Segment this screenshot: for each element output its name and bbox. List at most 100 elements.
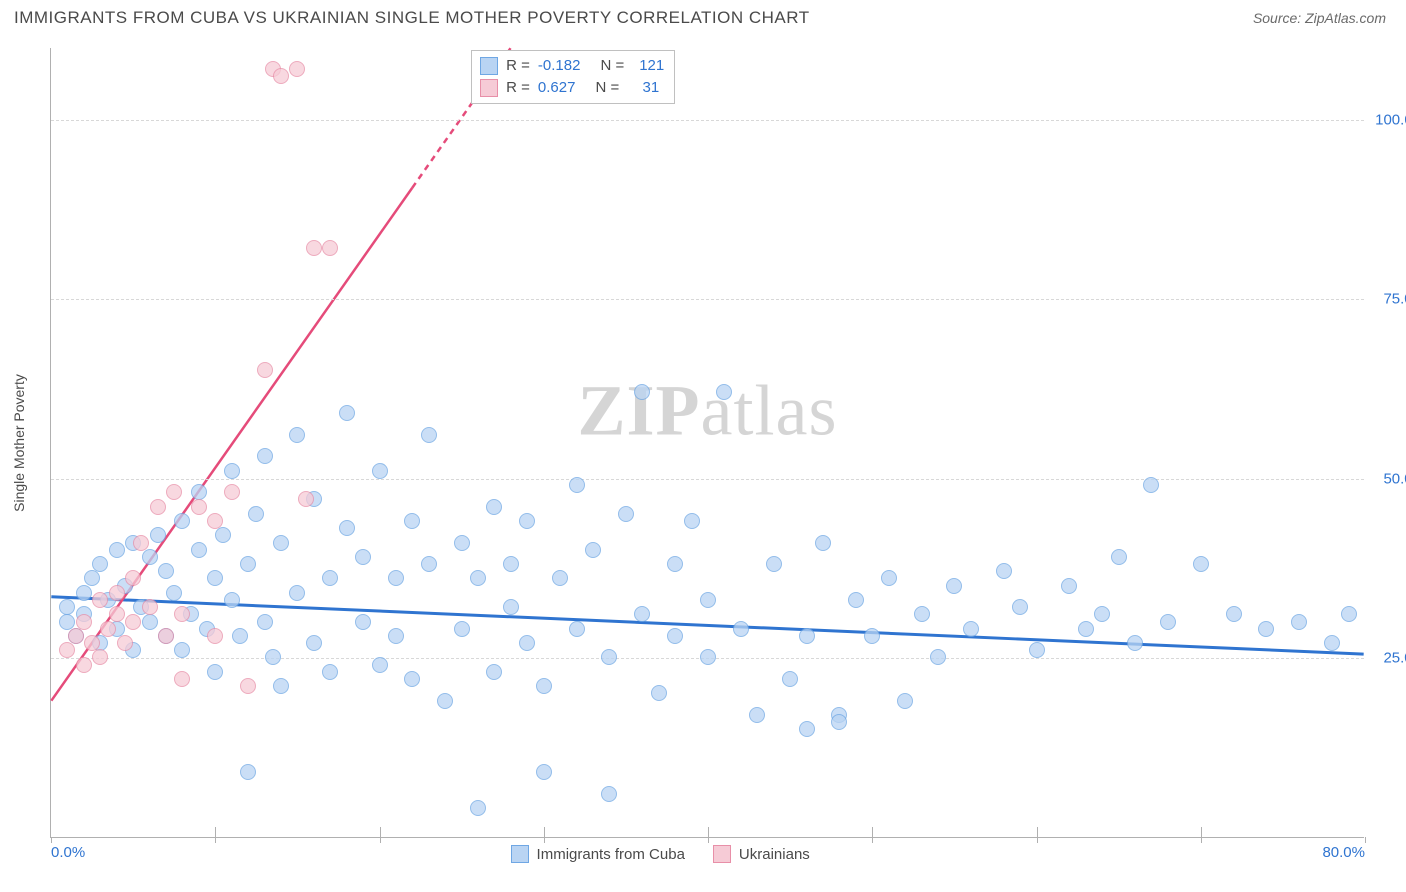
source-attribution: Source: ZipAtlas.com	[1253, 10, 1386, 26]
stat-r-value: -0.182	[538, 55, 581, 77]
scatter-point	[174, 513, 190, 529]
x-tick-mark	[215, 837, 216, 843]
scatter-point	[421, 427, 437, 443]
gridline-h	[51, 120, 1364, 121]
scatter-point	[109, 585, 125, 601]
scatter-point	[454, 535, 470, 551]
scatter-point	[1160, 614, 1176, 630]
scatter-point	[372, 657, 388, 673]
scatter-point	[322, 570, 338, 586]
scatter-point	[355, 549, 371, 565]
scatter-point	[1094, 606, 1110, 622]
scatter-point	[224, 463, 240, 479]
swatch-icon	[511, 845, 529, 863]
scatter-point	[963, 621, 979, 637]
scatter-point	[306, 635, 322, 651]
scatter-point	[322, 664, 338, 680]
scatter-point	[117, 635, 133, 651]
stat-n-label: N =	[600, 55, 624, 77]
scatter-point	[864, 628, 880, 644]
scatter-point	[1291, 614, 1307, 630]
scatter-point	[150, 499, 166, 515]
scatter-point	[569, 621, 585, 637]
scatter-point	[306, 240, 322, 256]
scatter-point	[273, 68, 289, 84]
scatter-point	[109, 606, 125, 622]
scatter-point	[92, 649, 108, 665]
scatter-point	[651, 685, 667, 701]
scatter-point	[322, 240, 338, 256]
scatter-point	[232, 628, 248, 644]
scatter-point	[109, 542, 125, 558]
watermark-bold: ZIP	[578, 370, 701, 450]
scatter-point	[914, 606, 930, 622]
scatter-point	[273, 678, 289, 694]
scatter-point	[782, 671, 798, 687]
scatter-point	[421, 556, 437, 572]
scatter-point	[174, 671, 190, 687]
scatter-point	[1324, 635, 1340, 651]
scatter-point	[388, 628, 404, 644]
scatter-point	[1258, 621, 1274, 637]
y-tick-label: 25.0%	[1383, 650, 1406, 667]
x-tick-mark	[380, 837, 381, 843]
scatter-chart: Single Mother Poverty ZIPatlas R = -0.18…	[50, 48, 1364, 838]
scatter-point	[601, 649, 617, 665]
scatter-point	[84, 570, 100, 586]
scatter-point	[289, 61, 305, 77]
scatter-point	[150, 527, 166, 543]
gridline-h	[51, 299, 1364, 300]
scatter-point	[76, 657, 92, 673]
scatter-point	[749, 707, 765, 723]
scatter-point	[799, 628, 815, 644]
scatter-point	[174, 642, 190, 658]
scatter-point	[240, 556, 256, 572]
scatter-point	[207, 570, 223, 586]
scatter-point	[257, 362, 273, 378]
scatter-point	[815, 535, 831, 551]
scatter-point	[897, 693, 913, 709]
scatter-point	[519, 513, 535, 529]
scatter-point	[240, 764, 256, 780]
scatter-point	[1111, 549, 1127, 565]
scatter-point	[388, 570, 404, 586]
swatch-icon	[713, 845, 731, 863]
legend-item: Ukrainians	[713, 845, 810, 863]
scatter-point	[733, 621, 749, 637]
gridline-v	[544, 827, 545, 837]
scatter-point	[601, 786, 617, 802]
scatter-point	[142, 614, 158, 630]
scatter-point	[1193, 556, 1209, 572]
scatter-point	[536, 764, 552, 780]
scatter-point	[289, 427, 305, 443]
x-tick-label: 0.0%	[51, 844, 85, 861]
scatter-point	[536, 678, 552, 694]
series-legend: Immigrants from CubaUkrainians	[511, 845, 810, 863]
scatter-point	[404, 513, 420, 529]
stat-r-label: R =	[506, 55, 530, 77]
scatter-point	[224, 484, 240, 500]
scatter-point	[503, 599, 519, 615]
scatter-point	[1127, 635, 1143, 651]
scatter-point	[404, 671, 420, 687]
scatter-point	[207, 628, 223, 644]
scatter-point	[289, 585, 305, 601]
stats-row: R = 0.627N = 31	[480, 77, 664, 99]
x-tick-mark	[544, 837, 545, 843]
scatter-point	[158, 563, 174, 579]
gridline-v	[708, 827, 709, 837]
scatter-point	[470, 570, 486, 586]
scatter-point	[1061, 578, 1077, 594]
scatter-point	[766, 556, 782, 572]
scatter-point	[667, 628, 683, 644]
scatter-point	[996, 563, 1012, 579]
scatter-point	[298, 491, 314, 507]
watermark-rest: atlas	[701, 370, 838, 450]
scatter-point	[355, 614, 371, 630]
chart-title: IMMIGRANTS FROM CUBA VS UKRAINIAN SINGLE…	[14, 8, 810, 28]
x-tick-mark	[1365, 837, 1366, 843]
scatter-point	[585, 542, 601, 558]
scatter-point	[1012, 599, 1028, 615]
gridline-v	[1201, 827, 1202, 837]
scatter-point	[700, 592, 716, 608]
